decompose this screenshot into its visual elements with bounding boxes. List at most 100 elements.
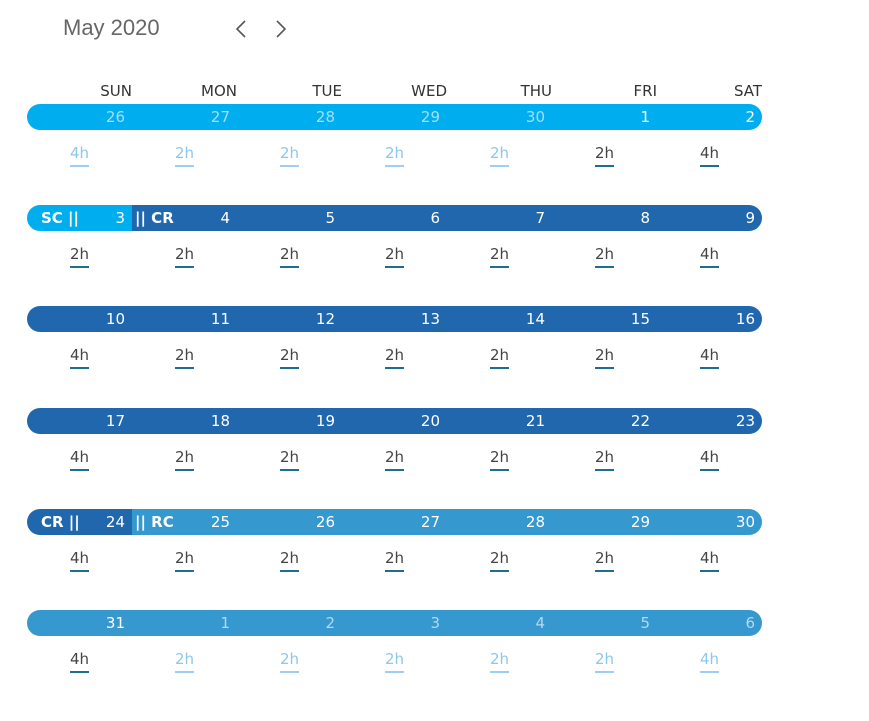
weekday-label: MON — [201, 82, 237, 100]
hours-text[interactable]: 2h — [174, 144, 195, 167]
hours-value: 2h — [27, 245, 132, 269]
week-bar-segment — [552, 306, 657, 333]
hours-text[interactable]: 2h — [594, 144, 615, 167]
day-number: 30 — [525, 108, 545, 126]
hours-value: 2h — [132, 346, 237, 370]
hours-value: 2h — [447, 448, 552, 471]
hours-text[interactable]: 2h — [279, 346, 300, 370]
hours-text[interactable]: 2h — [279, 144, 300, 167]
hours-value: 2h — [237, 549, 342, 572]
day-number: 1 — [220, 614, 230, 632]
hours-value: 2h — [342, 346, 447, 370]
week-bar-segment — [27, 407, 132, 434]
hours-text[interactable]: 2h — [594, 245, 615, 269]
hours-text[interactable]: 2h — [489, 144, 510, 167]
hours-value: 4h — [27, 448, 132, 471]
phase-tag: || CR — [135, 209, 174, 228]
week-bar-segment — [552, 610, 657, 636]
day-number: 12 — [315, 310, 335, 329]
hours-text[interactable]: 2h — [174, 346, 195, 370]
month-title: May 2020 — [63, 15, 160, 40]
hours-value: 2h — [342, 650, 447, 673]
hours-text[interactable]: 2h — [279, 549, 300, 572]
prev-month[interactable] — [231, 17, 251, 41]
hours-value: 2h — [237, 448, 342, 471]
hours-value: 2h — [342, 549, 447, 572]
hours-text[interactable]: 2h — [384, 144, 405, 167]
day-number: 19 — [315, 411, 335, 430]
hours-text[interactable]: 4h — [69, 448, 90, 471]
day-number: 16 — [735, 310, 755, 329]
hours-value: 2h — [552, 549, 657, 572]
day-number: 27 — [210, 108, 230, 126]
hours-text[interactable]: 4h — [69, 346, 90, 370]
hours-text[interactable]: 2h — [594, 448, 615, 471]
hours-text[interactable]: 2h — [279, 245, 300, 269]
week-bar-segment — [237, 205, 342, 232]
hours-value: 2h — [237, 245, 342, 269]
hours-text[interactable]: 2h — [594, 650, 615, 673]
week-bar-segment — [657, 407, 762, 434]
hours-text[interactable]: 2h — [69, 245, 90, 269]
hours-text[interactable]: 4h — [69, 144, 90, 167]
hours-text[interactable]: 2h — [174, 448, 195, 471]
hours-text[interactable]: 4h — [699, 144, 720, 167]
week-bar-segment — [237, 104, 342, 130]
day-number: 5 — [640, 614, 650, 632]
day-number: 27 — [420, 512, 440, 531]
hours-text[interactable]: 2h — [489, 650, 510, 673]
hours-value: 2h — [342, 144, 447, 167]
day-number: 14 — [525, 310, 545, 329]
hours-text[interactable]: 2h — [279, 448, 300, 471]
week-bar-segment — [27, 104, 132, 130]
week-bar-segment — [342, 205, 447, 232]
hours-value: 4h — [657, 549, 762, 572]
hours-text[interactable]: 2h — [384, 346, 405, 370]
week-bar-segment — [27, 205, 132, 232]
hours-text[interactable]: 2h — [489, 448, 510, 471]
hours-value: 2h — [132, 245, 237, 269]
week-bar-segment — [342, 508, 447, 535]
hours-text[interactable]: 2h — [174, 549, 195, 572]
hours-text[interactable]: 2h — [594, 549, 615, 572]
hours-text[interactable]: 4h — [69, 549, 90, 572]
hours-text[interactable]: 2h — [174, 245, 195, 269]
hours-text[interactable]: 2h — [384, 245, 405, 269]
hours-text[interactable]: 2h — [384, 448, 405, 471]
hours-text[interactable]: 4h — [699, 245, 720, 269]
hours-text[interactable]: 2h — [384, 549, 405, 572]
hours-text[interactable]: 2h — [489, 346, 510, 370]
day-number: 5 — [325, 209, 335, 228]
hours-text[interactable]: 2h — [489, 245, 510, 269]
hours-text[interactable]: 4h — [699, 448, 720, 471]
hours-value: 2h — [237, 650, 342, 673]
next-month[interactable] — [271, 17, 291, 41]
hours-text[interactable]: 2h — [489, 549, 510, 572]
hours-value: 2h — [447, 245, 552, 269]
hours-text[interactable]: 4h — [699, 650, 720, 673]
hours-text[interactable]: 2h — [384, 650, 405, 673]
hours-text[interactable]: 4h — [699, 346, 720, 370]
day-number: 3 — [430, 614, 440, 632]
day-number: 17 — [105, 411, 125, 430]
week-bar-segment — [657, 205, 762, 232]
week-bar-segment — [132, 306, 237, 333]
day-number: 11 — [210, 310, 230, 329]
hours-value: 4h — [657, 346, 762, 370]
hours-text[interactable]: 4h — [69, 650, 90, 673]
week-bar-segment — [657, 610, 762, 636]
day-number: 8 — [640, 209, 650, 228]
phase-tag: || RC — [135, 512, 174, 531]
day-number: 6 — [430, 209, 440, 228]
hours-text[interactable]: 2h — [594, 346, 615, 370]
week-bar-segment — [447, 104, 552, 130]
week-bar-segment — [132, 205, 237, 232]
day-number: 25 — [210, 512, 230, 531]
hours-text[interactable]: 2h — [279, 650, 300, 673]
day-number: 31 — [105, 614, 125, 632]
day-number: 21 — [525, 411, 545, 430]
day-number: 7 — [535, 209, 545, 228]
hours-text[interactable]: 2h — [174, 650, 195, 673]
hours-value: 2h — [447, 549, 552, 572]
hours-text[interactable]: 4h — [699, 549, 720, 572]
